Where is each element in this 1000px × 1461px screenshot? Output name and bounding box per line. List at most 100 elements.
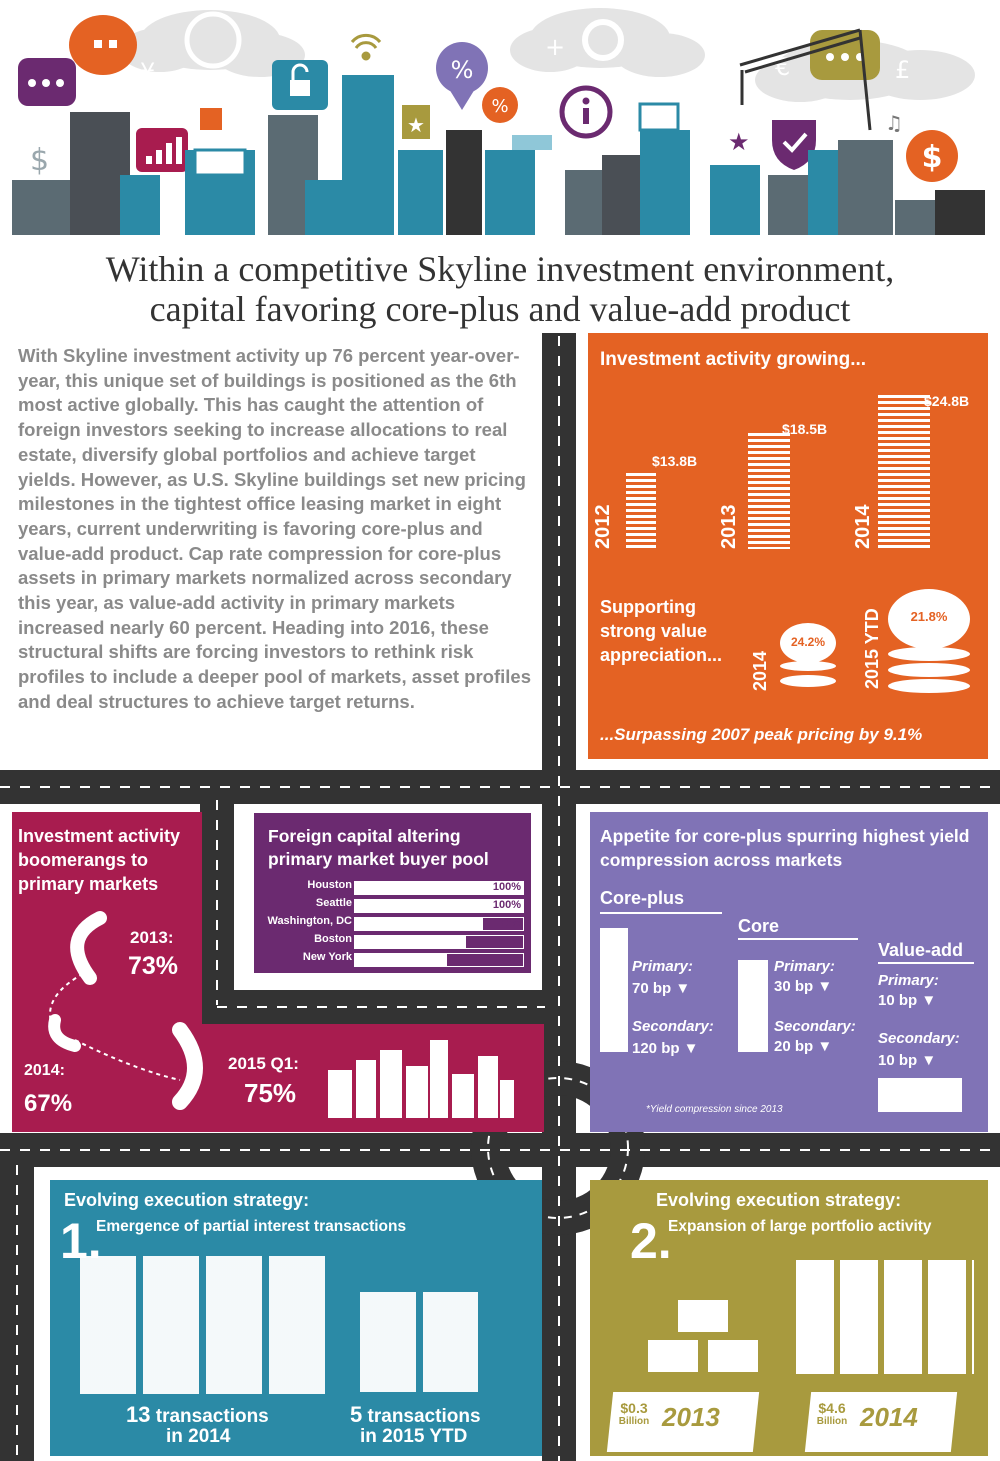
appreciation-pct-2015: 21.8% xyxy=(910,609,948,624)
foreign-bar-pct: 55% xyxy=(498,953,521,965)
star-icon: ★ xyxy=(728,128,750,156)
bag-2014-amount: $4.6 xyxy=(818,1400,846,1416)
boomerang-label-2013: 2013: xyxy=(130,928,174,947)
tower-2014 xyxy=(878,395,930,549)
folder-stack-2014 xyxy=(796,1260,974,1374)
strategy1-left-caption: 13 transactions xyxy=(126,1402,269,1428)
core-secondary-value: 20 bp ▼ xyxy=(774,1038,833,1055)
strategy1-panel: Evolving execution strategy: 1. Emergenc… xyxy=(50,1180,542,1456)
music-icon: ♫ xyxy=(885,111,903,135)
svg-text:%: % xyxy=(451,56,474,84)
chat-bubble-icon xyxy=(18,58,76,106)
lock-icon xyxy=(272,60,328,110)
foreign-bar-pct: 76% xyxy=(498,917,521,929)
value-add-building-icon xyxy=(878,1078,962,1112)
core-plus-building-icon xyxy=(600,928,628,1052)
svg-text:★: ★ xyxy=(407,113,425,137)
investment-panel: Investment activity growing... 2012 $13.… xyxy=(588,333,988,759)
core-primary-label: Primary: xyxy=(774,958,835,975)
yield-heading: Appetite for core-plus spurring highest … xyxy=(600,826,970,870)
foreign-bar-row: Houston 100% xyxy=(224,879,524,895)
boomerang-label-2015q1: 2015 Q1: xyxy=(228,1054,299,1073)
shield-icon xyxy=(772,120,816,170)
investment-heading: Investment activity growing... xyxy=(600,349,867,370)
chat-bubble-olive-icon xyxy=(810,30,880,80)
strategy2-number: 2. xyxy=(630,1213,672,1269)
boomerang-value-2014: 67% xyxy=(24,1090,73,1117)
core-plus-primary-label: Primary: xyxy=(632,958,693,975)
gear-icon-2 xyxy=(582,19,624,61)
coin-stack-2014 xyxy=(780,623,836,689)
tower-2012 xyxy=(626,473,656,549)
foreign-bar-pct: 100% xyxy=(492,899,521,911)
foreign-bar-city: Washington, DC xyxy=(267,915,352,927)
bag-2014-year: 2014 xyxy=(860,1402,918,1432)
foreign-bar-track: 100% xyxy=(354,881,524,895)
boomerang-value-2013: 73% xyxy=(128,952,179,980)
svg-text:¥: ¥ xyxy=(140,58,155,86)
amount-2014: $24.8B xyxy=(924,393,970,409)
strategy1-right-label: transactions xyxy=(367,1406,481,1427)
page-title-line-1: Within a competitive Skyline investment … xyxy=(105,249,895,289)
foreign-bar-chart: Houston 100% Seattle 100% Washington, DC 76% B… xyxy=(224,879,524,969)
appreciation-label: Supporting strong value appreciation... xyxy=(600,597,723,665)
core-plus-primary-value: 70 bp ▼ xyxy=(632,980,691,997)
skyline-illustration: ¥ + € £ % % ★ xyxy=(12,8,985,235)
wifi-icon xyxy=(350,33,382,61)
strategy1-subheading: Emergence of partial interest transactio… xyxy=(96,1218,407,1235)
foreign-bar-track: 100% xyxy=(354,899,524,913)
foreign-bar-row: New York 55% xyxy=(224,951,524,967)
foreign-bar-city: Houston xyxy=(307,879,352,891)
value-add-secondary-value: 10 bp ▼ xyxy=(878,1052,937,1069)
foreign-bar-fill xyxy=(355,900,523,912)
yield-group-core: Core xyxy=(738,916,780,936)
percent-badge-icon: % xyxy=(482,87,518,123)
foreign-bar-city: Seattle xyxy=(315,897,352,909)
foreign-bar-fill xyxy=(355,936,466,948)
amount-2012: $13.8B xyxy=(652,453,698,469)
strategy1-right-count: 5 xyxy=(350,1402,363,1427)
yield-panel: Appetite for core-plus spurring highest … xyxy=(590,812,988,1132)
yield-group-core-plus: Core-plus xyxy=(600,888,685,908)
gear-icon xyxy=(184,11,242,69)
core-building-icon xyxy=(738,960,768,1052)
value-add-primary-label: Primary: xyxy=(878,972,939,989)
appreciation-year-2015: 2015 YTD xyxy=(862,608,882,689)
folder-stack-2013 xyxy=(648,1300,768,1374)
foreign-bar-track: 76% xyxy=(354,917,524,931)
strategy1-heading: Evolving execution strategy: xyxy=(64,1190,310,1210)
value-add-primary-value: 10 bp ▼ xyxy=(878,992,937,1009)
building-row xyxy=(12,75,985,235)
foreign-bar-pct: 100% xyxy=(492,881,521,893)
percent-pin-icon: % xyxy=(436,42,488,110)
svg-text:$: $ xyxy=(922,140,943,175)
boomerang-value-2015q1: 75% xyxy=(244,1078,297,1108)
bag-2013-year: 2013 xyxy=(662,1402,720,1432)
boomerang-path xyxy=(48,911,203,1110)
foreign-bar-fill xyxy=(355,882,523,894)
foreign-bar-city: Boston xyxy=(314,933,352,945)
strategy2-subheading: Expansion of large portfolio activity xyxy=(668,1218,932,1235)
bar-chart-icon xyxy=(136,128,188,172)
foreign-bar-row: Boston 66% xyxy=(224,933,524,949)
strategy2-panel: Evolving execution strategy: 2. Expansio… xyxy=(590,1180,988,1456)
yield-group-value-add: Value-add xyxy=(878,940,964,960)
investment-footer: ...Surpassing 2007 peak pricing by 9.1% xyxy=(600,725,923,744)
svg-text:£: £ xyxy=(895,56,910,84)
boomerang-label-2014: 2014: xyxy=(24,1062,65,1079)
foreign-heading: Foreign capital altering primary market … xyxy=(268,826,489,869)
foreign-capital-panel: Foreign capital altering primary market … xyxy=(254,813,531,973)
strategy2-heading: Evolving execution strategy: xyxy=(656,1190,902,1210)
foreign-bar-fill xyxy=(355,918,483,930)
foreign-bar-row: Washington, DC 76% xyxy=(224,915,524,931)
svg-text:%: % xyxy=(491,96,508,117)
foreign-bar-track: 66% xyxy=(354,935,524,949)
bag-2013-unit: Billion xyxy=(618,1416,650,1427)
svg-text:€: € xyxy=(775,53,790,81)
strategy1-right-caption: 5 transactions xyxy=(350,1402,481,1428)
core-plus-secondary-label: Secondary: xyxy=(632,1018,714,1035)
star-tag-icon: ★ xyxy=(402,105,430,139)
value-add-secondary-label: Secondary: xyxy=(878,1030,960,1047)
year-label-2014: 2014 xyxy=(852,504,874,550)
foreign-bar-city: New York xyxy=(302,951,352,963)
